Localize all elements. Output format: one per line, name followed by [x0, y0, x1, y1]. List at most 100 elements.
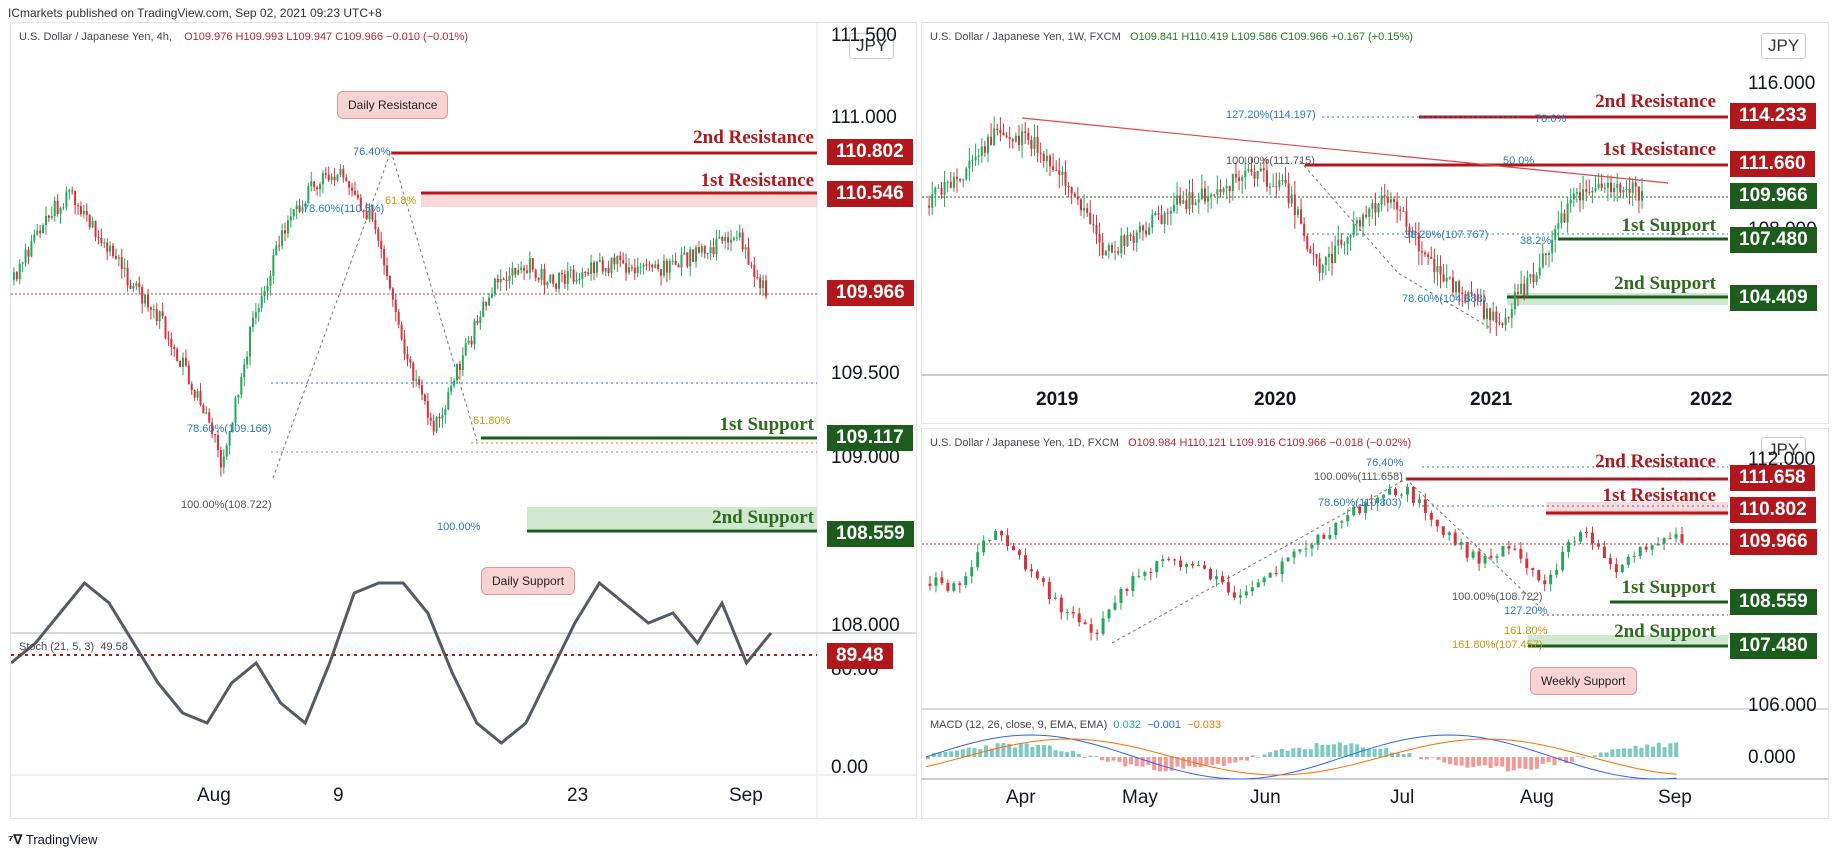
candle-body — [1364, 502, 1368, 514]
candle-body — [1427, 254, 1430, 257]
candle-body — [1214, 576, 1218, 580]
macd-hist-bar — [1662, 747, 1667, 757]
chart-panel-1d[interactable]: U.S. Dollar / Japanese Yen, 1D, FXCM O10… — [921, 428, 1829, 819]
candle-body — [479, 316, 482, 324]
candle-body — [1256, 582, 1260, 588]
candle-body — [928, 583, 932, 586]
macd-hist-bar — [1361, 747, 1365, 757]
candle-body — [1532, 274, 1535, 282]
candle-body — [1191, 192, 1194, 205]
candle-body — [444, 409, 447, 416]
candle-body — [1346, 515, 1350, 522]
candle-body — [240, 377, 243, 395]
candle-body — [999, 130, 1002, 133]
candle-body — [1374, 203, 1377, 213]
macd-hist-bar — [943, 751, 948, 757]
candle-body — [144, 294, 147, 304]
candle-body — [298, 205, 301, 212]
x-tick: 2019 — [1036, 389, 1079, 410]
brand-label: TradingView — [25, 832, 98, 847]
candle-body — [74, 191, 77, 206]
candle-body — [1035, 571, 1039, 579]
legend-low: L109.586 — [1231, 31, 1278, 43]
candle-body — [1513, 548, 1517, 550]
candle-body — [1290, 194, 1293, 204]
candle-body — [71, 190, 74, 192]
candle-body — [1161, 559, 1165, 562]
candle-body — [1286, 557, 1290, 562]
candle-body — [560, 273, 563, 275]
macd-hist-bar — [1639, 747, 1644, 757]
candle-body — [1355, 220, 1358, 224]
candle-body — [1079, 199, 1082, 211]
price-tag-last: 109.966 — [1730, 529, 1817, 555]
candle-body — [1337, 239, 1340, 246]
candle-body — [1167, 559, 1171, 561]
chart-4h-svg[interactable] — [11, 23, 916, 818]
candle-body — [639, 266, 642, 268]
chart-1d-svg[interactable] — [922, 429, 1828, 818]
currency-button[interactable]: JPY — [849, 33, 895, 59]
candle-body — [327, 174, 330, 181]
candle-body — [753, 265, 756, 278]
candle-body — [184, 357, 187, 366]
candle-body — [1306, 236, 1309, 250]
candle-body — [473, 320, 476, 345]
candle-body — [1467, 291, 1470, 303]
macd-hist-bar — [1216, 757, 1220, 764]
currency-button[interactable]: JPY — [1761, 437, 1807, 463]
currency-button[interactable]: JPY — [1761, 33, 1807, 59]
candle-body — [520, 267, 523, 270]
candle-body — [523, 267, 526, 271]
price-tag-last: 109.966 — [1730, 183, 1817, 209]
candle-body — [59, 207, 62, 214]
chart-panel-4h[interactable]: U.S. Dollar / Japanese Yen, 4h, O109.976… — [10, 22, 917, 819]
candle-body — [1662, 538, 1666, 544]
macd-hist-bar — [1129, 757, 1133, 765]
candle-body — [990, 136, 993, 146]
candle-body — [1459, 542, 1463, 545]
candle-body — [1492, 311, 1495, 321]
candle-body — [552, 274, 555, 284]
tradingview-logo-icon: ⁷ᐁ — [8, 832, 23, 847]
candle-body — [1405, 211, 1408, 227]
macd-hist-bar — [1210, 757, 1215, 765]
candle-body — [584, 272, 587, 274]
candle-body — [499, 278, 502, 283]
candle-body — [1169, 211, 1172, 214]
tradingview-brand[interactable]: ⁷ᐁ TradingView — [8, 832, 97, 848]
price-tag-1st-resistance: 110.802 — [1730, 497, 1816, 523]
candle-body — [286, 220, 289, 234]
candle-body — [342, 169, 345, 178]
chart-panel-1w[interactable]: U.S. Dollar / Japanese Yen, 1W, FXCM O10… — [921, 22, 1829, 424]
fib-label: 100.00%(108.722) — [181, 499, 272, 511]
macd-hist-bar — [1088, 755, 1093, 757]
candle-body — [1262, 168, 1265, 171]
candle-body — [310, 181, 313, 187]
candle-body — [593, 262, 596, 273]
candle-body — [1262, 577, 1266, 583]
candle-body — [1616, 184, 1619, 188]
macd-hist-bar — [1604, 752, 1609, 757]
macd-hist-bar — [1564, 757, 1568, 763]
candle-body — [1596, 543, 1600, 547]
candle-body — [1125, 589, 1129, 592]
candle-body — [946, 582, 950, 591]
candle-body — [645, 264, 648, 266]
candle-body — [1216, 189, 1219, 195]
chart-1w-svg[interactable] — [922, 23, 1828, 423]
candle-body — [147, 294, 150, 308]
candle-body — [103, 242, 106, 244]
macd-hist-bar — [1198, 757, 1203, 768]
candle-body — [1247, 169, 1250, 171]
candle-body — [1089, 624, 1093, 633]
macd-hist-bar — [1274, 750, 1278, 757]
candle-body — [313, 181, 316, 188]
candle-body — [1232, 592, 1236, 598]
macd-hist-bar — [1332, 744, 1336, 757]
candle-body — [1119, 589, 1123, 603]
candle-body — [356, 194, 359, 198]
candle-body — [1447, 532, 1451, 535]
candle-body — [196, 391, 199, 398]
candle-body — [27, 249, 30, 257]
